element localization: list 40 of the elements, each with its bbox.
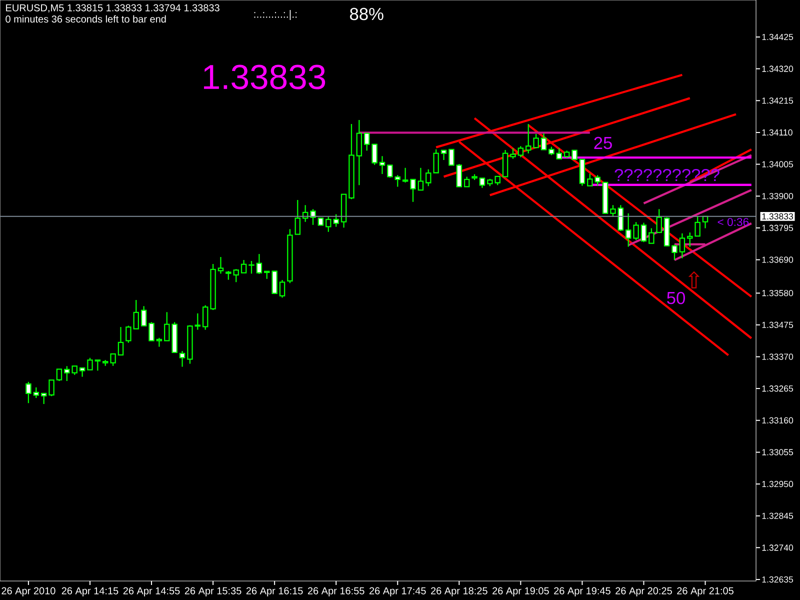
annotation: ⇧: [688, 271, 700, 288]
y-tick-label: 1.34215: [762, 98, 794, 104]
x-tick-label: 26 Apr 2010: [2, 587, 56, 596]
x-tick-label: 26 Apr 19:45: [554, 587, 610, 596]
y-tick-label: 1.33265: [762, 385, 794, 392]
annotation: < 0:36: [718, 218, 749, 226]
y-tick-label: 1.33580: [762, 290, 794, 296]
x-tick-label: 26 Apr 19:05: [492, 587, 549, 596]
y-tick-label: 1.33370: [762, 354, 794, 360]
chart-title: EURUSD,M5 1.33815 1.33833 1.33794 1.33833: [6, 4, 220, 13]
x-tick-label: 26 Apr 16:15: [246, 587, 303, 596]
x-tick-label: 26 Apr 14:55: [123, 587, 180, 596]
x-tick-label: 26 Apr 16:55: [308, 587, 364, 596]
y-tick-label: 1.34320: [762, 66, 794, 72]
y-tick-label: 1.33795: [762, 224, 794, 232]
y-tick-label: 1.33055: [762, 449, 794, 456]
annotation: 1.33833: [204, 64, 326, 90]
x-tick-label: 26 Apr 17:45: [369, 587, 426, 596]
x-tick-label: 26 Apr 21:05: [677, 587, 734, 596]
ref-line-label: 1.33833: [762, 213, 794, 220]
annotation: 25: [594, 136, 612, 150]
annotation: 88%: [350, 8, 384, 20]
annotation: 50: [667, 292, 685, 304]
x-tick-label: 26 Apr 18:25: [431, 587, 488, 596]
x-tick-label: 26 Apr 20:25: [616, 587, 672, 596]
y-tick-label: 1.33690: [762, 256, 794, 263]
y-tick-label: 1.33900: [762, 192, 794, 200]
y-tick-label: 1.34425: [762, 34, 794, 40]
y-tick-label: 1.33160: [762, 417, 794, 424]
y-tick-label: 1.34110: [762, 129, 792, 136]
y-tick-label: 1.33475: [762, 322, 794, 328]
x-tick-label: 26 Apr 15:35: [184, 587, 242, 596]
annotation: :..:...:..:.|.:: [254, 10, 297, 20]
y-tick-label: 1.34005: [762, 161, 794, 168]
y-tick-label: 1.32740: [762, 544, 794, 551]
y-tick-label: 1.32845: [762, 512, 794, 519]
y-tick-label: 1.32950: [762, 480, 794, 488]
x-tick-label: 26 Apr 14:15: [62, 587, 118, 596]
text: 0 minutes 36 seconds left to bar end: [6, 15, 166, 23]
y-tick-label: 1.32635: [762, 576, 794, 583]
